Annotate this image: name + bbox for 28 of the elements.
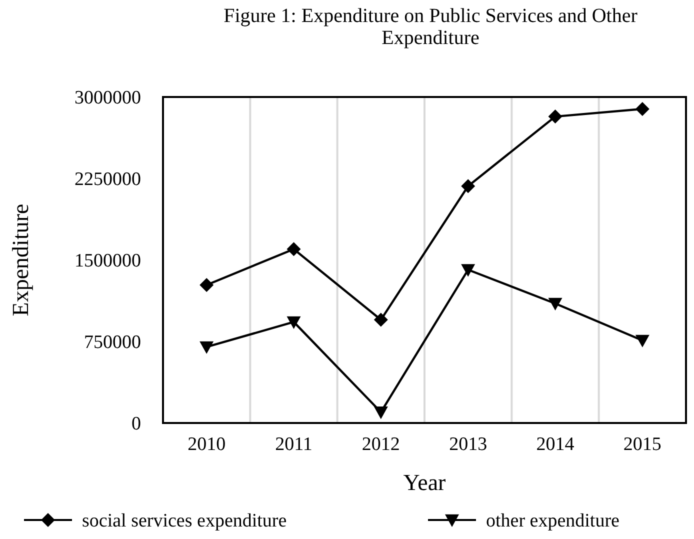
x-axis-title: Year bbox=[403, 470, 446, 495]
legend-label: social services expenditure bbox=[82, 510, 287, 532]
point bbox=[461, 179, 476, 194]
point bbox=[374, 406, 388, 420]
point bbox=[548, 298, 562, 310]
y-tick-label: 0 bbox=[132, 414, 141, 435]
x-tick-label: 2015 bbox=[623, 434, 662, 455]
point bbox=[200, 341, 214, 354]
x-tick-label: 2013 bbox=[449, 434, 488, 455]
point bbox=[635, 334, 650, 348]
y-axis-title: Expenditure bbox=[8, 204, 33, 316]
chart-title: Figure 1: Expenditure on Public Services and Other Expenditure bbox=[224, 5, 638, 49]
point bbox=[200, 278, 214, 292]
point bbox=[635, 102, 650, 116]
y-tick-label: 1500000 bbox=[74, 250, 141, 272]
x-tick-label: 2010 bbox=[188, 434, 226, 455]
y-tick-label: 3000000 bbox=[74, 88, 141, 109]
y-tick-label: 2250000 bbox=[74, 169, 141, 190]
point bbox=[286, 316, 301, 329]
legend-label: other expenditure bbox=[486, 510, 620, 532]
y-tick-label: 750000 bbox=[84, 332, 141, 354]
point bbox=[548, 110, 562, 124]
x-tick-label: 2014 bbox=[536, 434, 575, 455]
x-tick-label: 2011 bbox=[275, 434, 312, 455]
x-tick-label: 2012 bbox=[362, 434, 400, 455]
point bbox=[461, 264, 476, 277]
point bbox=[286, 242, 301, 256]
point bbox=[374, 312, 388, 327]
